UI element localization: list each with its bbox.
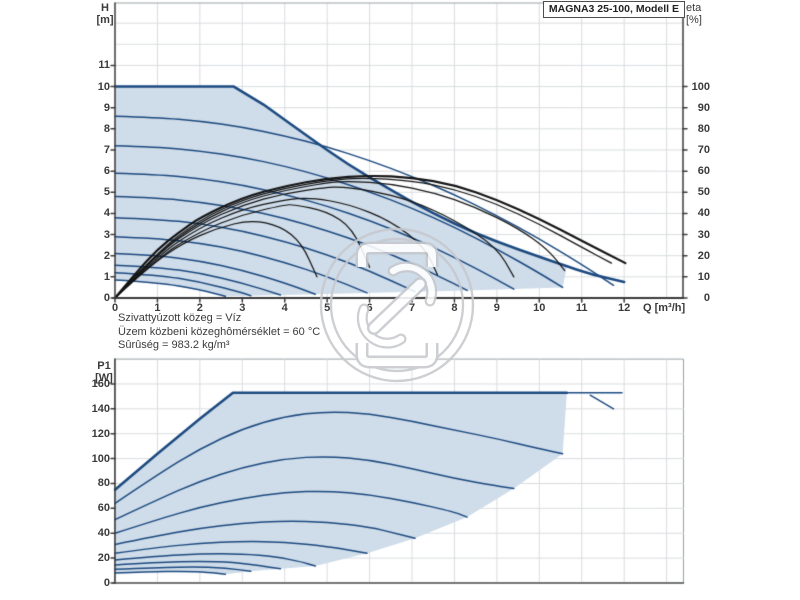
power-axis-title: P1 [W] — [95, 360, 113, 384]
right-axis-title: eta [%] — [686, 2, 702, 26]
operating-conditions: Szivattyúzott közeg = Víz Üzem közbeni k… — [118, 312, 320, 353]
condition-density: Sûrûség = 983.2 kg/m³ — [118, 339, 230, 351]
condition-medium: Szivattyúzott közeg = Víz — [118, 312, 242, 324]
x-axis-title: Q [m³/h] — [643, 302, 686, 314]
condition-temperature: Üzem közbeni közeghômérséklet = 60 °C — [118, 325, 321, 338]
left-axis-title: H [m] — [96, 2, 114, 26]
pump-model-title: MAGNA3 25-100, Modell E — [542, 1, 685, 18]
